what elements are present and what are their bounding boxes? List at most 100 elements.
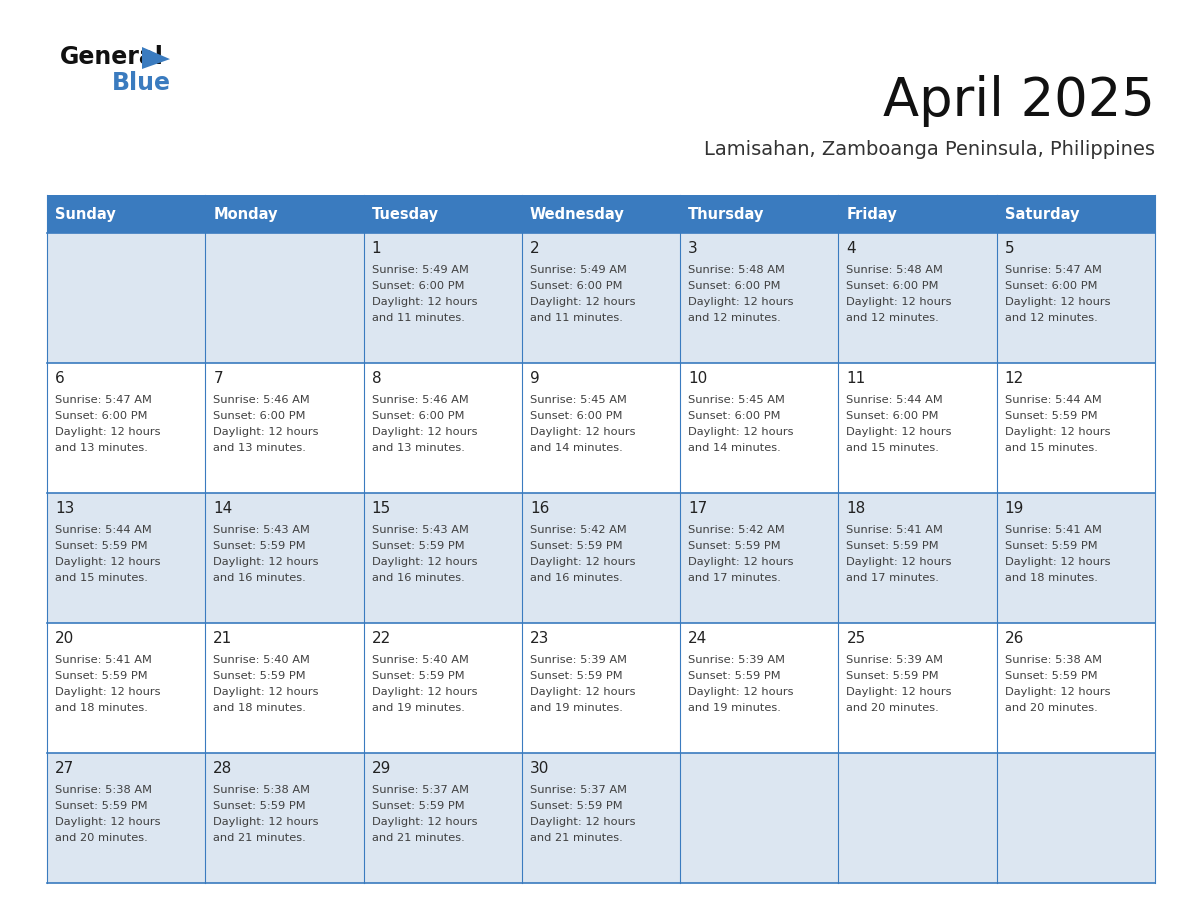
- Text: Sunset: 6:00 PM: Sunset: 6:00 PM: [530, 281, 623, 291]
- Text: Sunrise: 5:38 AM: Sunrise: 5:38 AM: [214, 785, 310, 795]
- Text: Wednesday: Wednesday: [530, 207, 625, 221]
- Text: Sunrise: 5:41 AM: Sunrise: 5:41 AM: [846, 525, 943, 535]
- Text: 17: 17: [688, 501, 707, 516]
- Text: Sunrise: 5:42 AM: Sunrise: 5:42 AM: [530, 525, 626, 535]
- Text: Sunset: 5:59 PM: Sunset: 5:59 PM: [1005, 411, 1098, 421]
- Text: Sunrise: 5:43 AM: Sunrise: 5:43 AM: [214, 525, 310, 535]
- Text: 29: 29: [372, 761, 391, 776]
- Text: Sunrise: 5:48 AM: Sunrise: 5:48 AM: [846, 265, 943, 275]
- Text: and 15 minutes.: and 15 minutes.: [1005, 443, 1098, 453]
- Text: and 18 minutes.: and 18 minutes.: [55, 703, 147, 713]
- Text: General: General: [61, 45, 164, 69]
- Bar: [48, 363, 1155, 493]
- Text: Daylight: 12 hours: Daylight: 12 hours: [530, 687, 636, 697]
- Text: Daylight: 12 hours: Daylight: 12 hours: [372, 687, 478, 697]
- Text: Sunset: 5:59 PM: Sunset: 5:59 PM: [1005, 671, 1098, 681]
- Text: Daylight: 12 hours: Daylight: 12 hours: [846, 297, 952, 307]
- Text: Sunset: 6:00 PM: Sunset: 6:00 PM: [846, 281, 939, 291]
- Text: and 21 minutes.: and 21 minutes.: [372, 833, 465, 843]
- Text: Sunrise: 5:40 AM: Sunrise: 5:40 AM: [372, 655, 468, 665]
- Text: Sunset: 6:00 PM: Sunset: 6:00 PM: [214, 411, 305, 421]
- Text: Thursday: Thursday: [688, 207, 765, 221]
- Text: Daylight: 12 hours: Daylight: 12 hours: [530, 557, 636, 567]
- Text: and 12 minutes.: and 12 minutes.: [846, 313, 940, 323]
- Text: and 12 minutes.: and 12 minutes.: [688, 313, 781, 323]
- Text: 11: 11: [846, 371, 866, 386]
- Text: and 13 minutes.: and 13 minutes.: [372, 443, 465, 453]
- Text: and 16 minutes.: and 16 minutes.: [214, 573, 307, 583]
- Text: Daylight: 12 hours: Daylight: 12 hours: [1005, 687, 1111, 697]
- Text: and 14 minutes.: and 14 minutes.: [688, 443, 781, 453]
- Text: Sunrise: 5:47 AM: Sunrise: 5:47 AM: [55, 395, 152, 405]
- Text: Sunrise: 5:49 AM: Sunrise: 5:49 AM: [372, 265, 468, 275]
- Text: Daylight: 12 hours: Daylight: 12 hours: [55, 557, 160, 567]
- Text: Sunset: 5:59 PM: Sunset: 5:59 PM: [688, 671, 781, 681]
- Text: and 15 minutes.: and 15 minutes.: [846, 443, 940, 453]
- Text: Sunrise: 5:44 AM: Sunrise: 5:44 AM: [1005, 395, 1101, 405]
- Text: and 21 minutes.: and 21 minutes.: [530, 833, 623, 843]
- Text: and 12 minutes.: and 12 minutes.: [1005, 313, 1098, 323]
- Text: Daylight: 12 hours: Daylight: 12 hours: [846, 557, 952, 567]
- Text: Friday: Friday: [846, 207, 897, 221]
- Text: Sunrise: 5:44 AM: Sunrise: 5:44 AM: [55, 525, 152, 535]
- Text: and 11 minutes.: and 11 minutes.: [372, 313, 465, 323]
- Text: Sunset: 5:59 PM: Sunset: 5:59 PM: [846, 541, 939, 551]
- Text: and 18 minutes.: and 18 minutes.: [214, 703, 307, 713]
- Text: and 20 minutes.: and 20 minutes.: [55, 833, 147, 843]
- Text: 25: 25: [846, 631, 866, 646]
- Text: and 20 minutes.: and 20 minutes.: [1005, 703, 1098, 713]
- Text: and 15 minutes.: and 15 minutes.: [55, 573, 147, 583]
- Text: Sunrise: 5:38 AM: Sunrise: 5:38 AM: [1005, 655, 1101, 665]
- Text: Sunrise: 5:47 AM: Sunrise: 5:47 AM: [1005, 265, 1101, 275]
- Text: 13: 13: [55, 501, 75, 516]
- Text: and 16 minutes.: and 16 minutes.: [372, 573, 465, 583]
- Text: Daylight: 12 hours: Daylight: 12 hours: [372, 297, 478, 307]
- Text: and 14 minutes.: and 14 minutes.: [530, 443, 623, 453]
- Text: 5: 5: [1005, 241, 1015, 256]
- Text: Sunset: 6:00 PM: Sunset: 6:00 PM: [846, 411, 939, 421]
- Text: 9: 9: [530, 371, 539, 386]
- Text: Sunrise: 5:37 AM: Sunrise: 5:37 AM: [530, 785, 627, 795]
- Text: 8: 8: [372, 371, 381, 386]
- Text: Sunset: 5:59 PM: Sunset: 5:59 PM: [530, 671, 623, 681]
- Text: and 20 minutes.: and 20 minutes.: [846, 703, 940, 713]
- Text: Daylight: 12 hours: Daylight: 12 hours: [1005, 297, 1111, 307]
- Text: Daylight: 12 hours: Daylight: 12 hours: [372, 557, 478, 567]
- Text: Sunset: 5:59 PM: Sunset: 5:59 PM: [214, 801, 307, 811]
- Text: Sunset: 6:00 PM: Sunset: 6:00 PM: [1005, 281, 1098, 291]
- Bar: [48, 753, 1155, 883]
- Text: Sunday: Sunday: [55, 207, 115, 221]
- Text: and 11 minutes.: and 11 minutes.: [530, 313, 623, 323]
- Text: Blue: Blue: [112, 71, 171, 95]
- Text: 3: 3: [688, 241, 697, 256]
- Text: Sunrise: 5:39 AM: Sunrise: 5:39 AM: [530, 655, 627, 665]
- Text: Sunrise: 5:41 AM: Sunrise: 5:41 AM: [1005, 525, 1101, 535]
- Text: Sunset: 5:59 PM: Sunset: 5:59 PM: [1005, 541, 1098, 551]
- Text: and 19 minutes.: and 19 minutes.: [372, 703, 465, 713]
- Text: Sunset: 5:59 PM: Sunset: 5:59 PM: [372, 801, 465, 811]
- Text: Monday: Monday: [214, 207, 278, 221]
- Text: Daylight: 12 hours: Daylight: 12 hours: [846, 427, 952, 437]
- Text: 1: 1: [372, 241, 381, 256]
- Text: and 21 minutes.: and 21 minutes.: [214, 833, 307, 843]
- Text: Sunrise: 5:46 AM: Sunrise: 5:46 AM: [214, 395, 310, 405]
- Text: Sunrise: 5:42 AM: Sunrise: 5:42 AM: [688, 525, 785, 535]
- Text: Sunset: 6:00 PM: Sunset: 6:00 PM: [688, 281, 781, 291]
- Text: and 18 minutes.: and 18 minutes.: [1005, 573, 1098, 583]
- Text: Sunrise: 5:49 AM: Sunrise: 5:49 AM: [530, 265, 627, 275]
- Text: Daylight: 12 hours: Daylight: 12 hours: [372, 427, 478, 437]
- Text: 6: 6: [55, 371, 65, 386]
- Text: 30: 30: [530, 761, 549, 776]
- Text: Daylight: 12 hours: Daylight: 12 hours: [688, 557, 794, 567]
- Text: Daylight: 12 hours: Daylight: 12 hours: [214, 817, 318, 827]
- Text: 18: 18: [846, 501, 866, 516]
- Text: Daylight: 12 hours: Daylight: 12 hours: [688, 687, 794, 697]
- Text: April 2025: April 2025: [883, 75, 1155, 127]
- Text: Sunrise: 5:40 AM: Sunrise: 5:40 AM: [214, 655, 310, 665]
- Text: Sunrise: 5:39 AM: Sunrise: 5:39 AM: [846, 655, 943, 665]
- Text: and 13 minutes.: and 13 minutes.: [55, 443, 147, 453]
- Text: 27: 27: [55, 761, 74, 776]
- Text: Sunset: 5:59 PM: Sunset: 5:59 PM: [55, 671, 147, 681]
- Text: Sunset: 6:00 PM: Sunset: 6:00 PM: [372, 281, 465, 291]
- Text: 26: 26: [1005, 631, 1024, 646]
